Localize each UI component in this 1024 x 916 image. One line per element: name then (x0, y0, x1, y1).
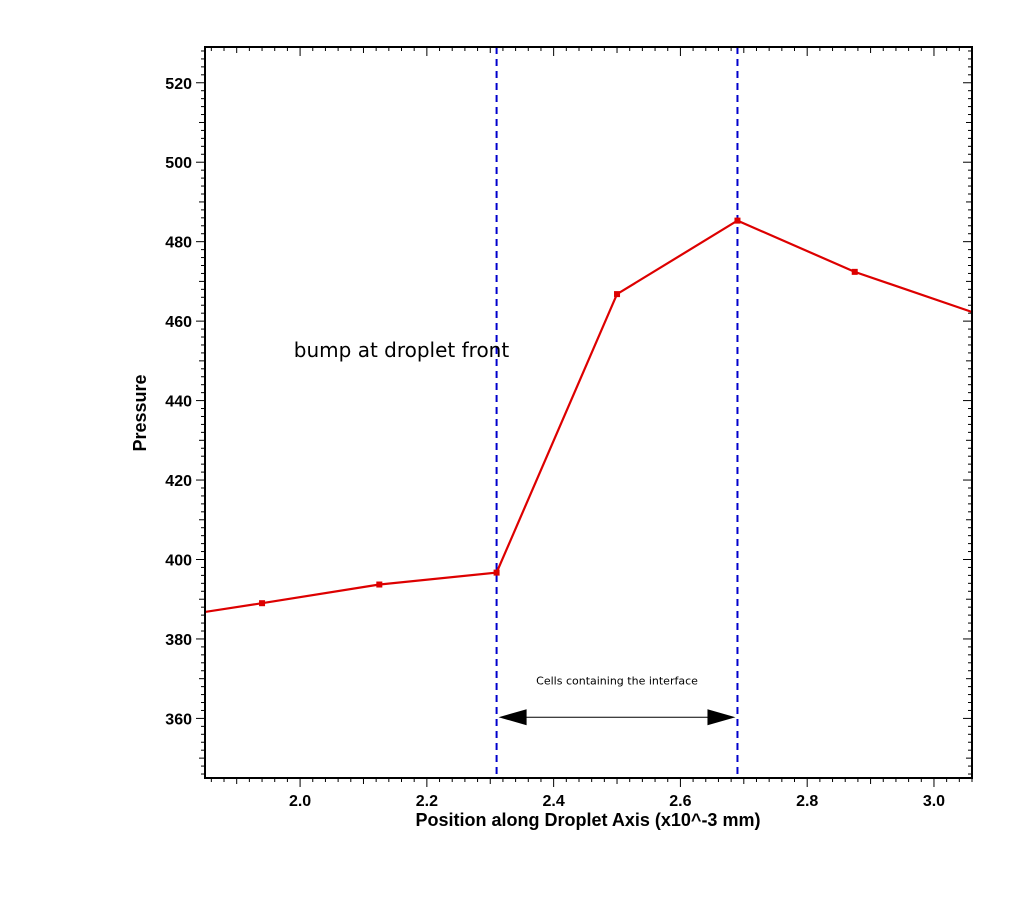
x-tick-label: 2.2 (416, 793, 438, 810)
y-tick-label: 520 (165, 76, 192, 93)
y-tick-label: 360 (165, 711, 192, 728)
y-axis-title: Pressure (130, 374, 150, 451)
data-point (614, 291, 621, 298)
arrow-head-left (498, 709, 527, 726)
plot-frame (204, 46, 973, 779)
y-tick-label: 460 (165, 314, 192, 331)
data-point (259, 600, 266, 607)
interface-annotation: Cells containing the interface (536, 675, 698, 688)
x-tick-label: 3.0 (923, 793, 945, 810)
y-tick-label: 380 (165, 632, 192, 649)
y-tick-label: 480 (165, 235, 192, 252)
data-point (734, 217, 741, 224)
x-tick-label: 2.4 (543, 793, 565, 810)
data-point (376, 581, 383, 588)
y-tick-label: 500 (165, 155, 192, 172)
data-point (493, 569, 500, 576)
pressure-line (205, 219, 972, 614)
x-tick-label: 2.8 (796, 793, 818, 810)
x-tick-label: 2.6 (669, 793, 691, 810)
arrow-head-right (707, 709, 736, 726)
data-point (851, 268, 858, 275)
y-tick-label: 440 (165, 394, 192, 411)
y-tick-label: 400 (165, 552, 192, 569)
bump-annotation: bump at droplet front (294, 338, 510, 362)
y-tick-label: 420 (165, 473, 192, 490)
x-axis-title: Position along Droplet Axis (x10^-3 mm) (416, 810, 761, 830)
x-tick-label: 2.0 (289, 793, 311, 810)
